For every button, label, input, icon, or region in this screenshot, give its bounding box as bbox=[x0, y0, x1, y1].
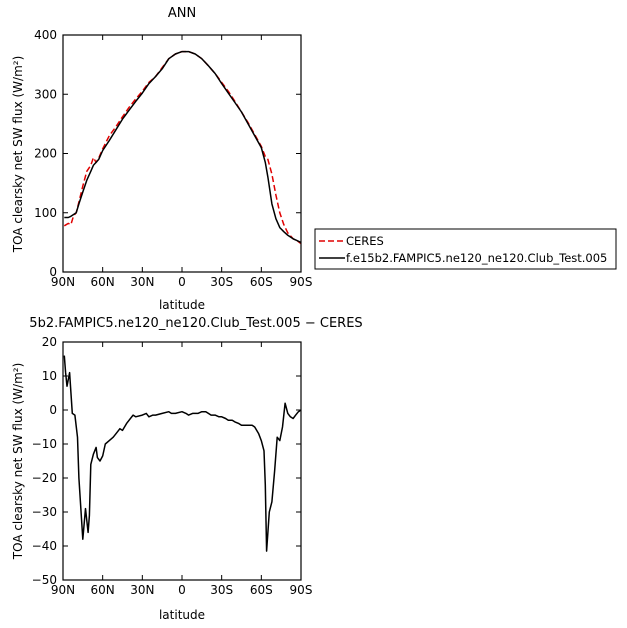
y-axis-label: TOA clearsky net SW flux (W/m²) bbox=[11, 56, 25, 254]
x-tick-label: 60S bbox=[250, 275, 273, 289]
legend: CERES f.e15b2.FAMPIC5.ne120_ne120.Club_T… bbox=[314, 228, 617, 270]
y-tick-label: −10 bbox=[32, 437, 57, 451]
legend-frame bbox=[314, 228, 617, 270]
y-tick-label: −20 bbox=[32, 471, 57, 485]
panel-difference: 5b2.FAMPIC5.ne120_ne120.Club_Test.005 − … bbox=[11, 316, 363, 622]
x-tick-label: 60N bbox=[91, 583, 115, 597]
axis-ticks: 90N 60N 30N 0 30S 60S 90S 0 100 200 300 400 bbox=[34, 28, 312, 289]
x-tick-label: 30N bbox=[130, 275, 154, 289]
y-tick-label: −50 bbox=[32, 573, 57, 587]
x-tick-label: 30N bbox=[130, 583, 154, 597]
series-line-ceres bbox=[63, 50, 302, 245]
y-axis-label: TOA clearsky net SW flux (W/m²) bbox=[11, 363, 25, 561]
chart-title: 5b2.FAMPIC5.ne120_ne120.Club_Test.005 − … bbox=[29, 316, 362, 331]
y-tick-label: 0 bbox=[49, 265, 57, 279]
series-line-difference bbox=[63, 355, 302, 552]
x-tick-label: 30S bbox=[210, 275, 233, 289]
chart-title: ANN bbox=[168, 6, 196, 21]
y-tick-label: 400 bbox=[34, 28, 57, 42]
x-tick-label: 90S bbox=[290, 275, 313, 289]
x-tick-label: 0 bbox=[178, 583, 186, 597]
legend-label-ceres: CERES bbox=[346, 234, 384, 248]
plot-frame bbox=[62, 34, 302, 273]
plot-lines bbox=[63, 50, 302, 245]
x-tick-label: 30S bbox=[210, 583, 233, 597]
y-tick-label: 20 bbox=[42, 335, 57, 349]
y-tick-label: 0 bbox=[49, 403, 57, 417]
x-axis-label: latitude bbox=[159, 608, 205, 622]
plot-frame bbox=[62, 341, 302, 581]
x-tick-label: 90S bbox=[290, 583, 313, 597]
y-tick-label: −30 bbox=[32, 505, 57, 519]
y-tick-label: 200 bbox=[34, 147, 57, 161]
x-axis-label: latitude bbox=[159, 298, 205, 312]
plot-lines bbox=[63, 355, 302, 552]
y-tick-label: 10 bbox=[42, 369, 57, 383]
y-tick-label: −40 bbox=[32, 539, 57, 553]
series-line-f bbox=[64, 50, 302, 244]
legend-label-model: f.e15b2.FAMPIC5.ne120_ne120.Club_Test.00… bbox=[346, 251, 607, 265]
y-tick-label: 300 bbox=[34, 87, 57, 101]
x-tick-label: 60S bbox=[250, 583, 273, 597]
axis-ticks: 90N 60N 30N 0 30S 60S 90S −50 −40 −30 −20 −10 0 10 20 bbox=[32, 335, 313, 597]
y-tick-label: 100 bbox=[34, 206, 57, 220]
panel-ann: ANN TOA clearsky net SW flux (W/m²) lati… bbox=[11, 6, 312, 312]
x-tick-label: 90N bbox=[51, 583, 75, 597]
x-tick-label: 60N bbox=[91, 275, 115, 289]
x-tick-label: 0 bbox=[178, 275, 186, 289]
x-tick-label: 90N bbox=[51, 275, 75, 289]
